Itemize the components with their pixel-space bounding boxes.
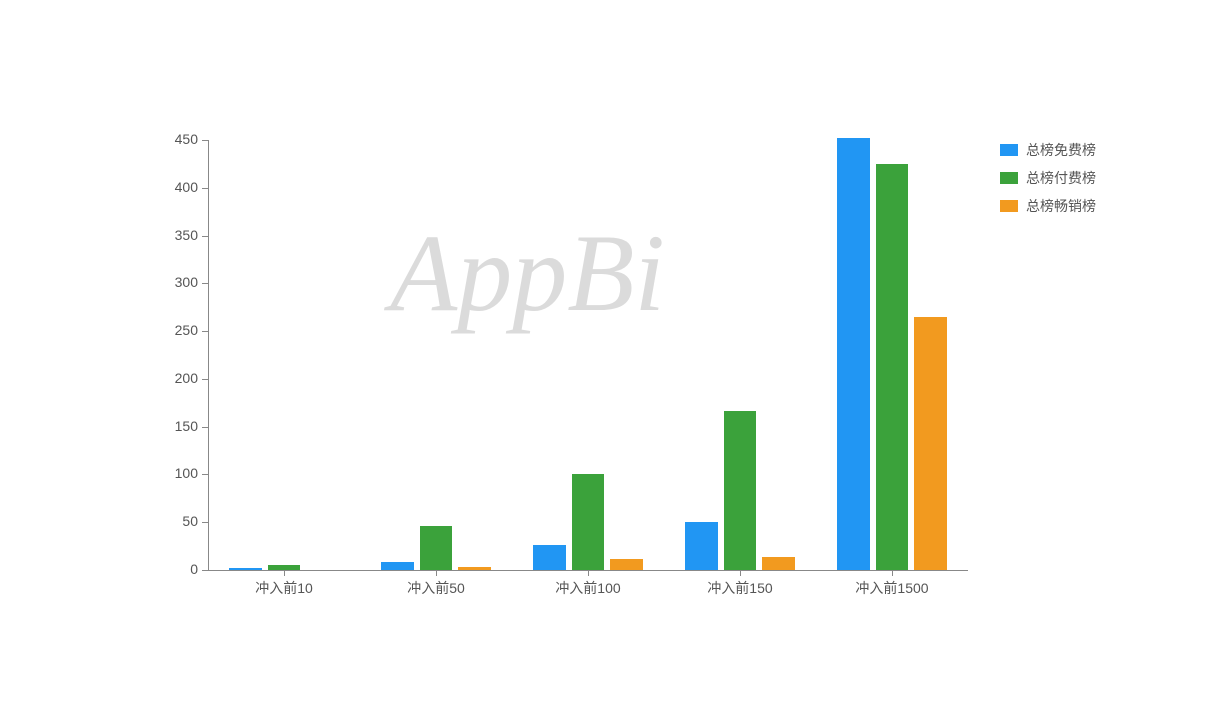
legend-label: 总榜免费榜 bbox=[1026, 140, 1096, 160]
y-tick bbox=[202, 522, 208, 523]
y-tick bbox=[202, 331, 208, 332]
legend: 总榜免费榜总榜付费榜总榜畅销榜 bbox=[1000, 140, 1096, 224]
x-tick bbox=[892, 570, 893, 576]
y-tick bbox=[202, 570, 208, 571]
bar bbox=[685, 522, 717, 570]
y-tick-label: 450 bbox=[158, 131, 198, 147]
chart-stage: AppBi 总榜免费榜总榜付费榜总榜畅销榜 050100150200250300… bbox=[0, 0, 1205, 701]
y-tick-label: 50 bbox=[158, 513, 198, 529]
y-tick bbox=[202, 140, 208, 141]
legend-item: 总榜付费榜 bbox=[1000, 168, 1096, 188]
y-tick-label: 400 bbox=[158, 179, 198, 195]
y-tick bbox=[202, 379, 208, 380]
bar bbox=[381, 562, 413, 570]
y-tick bbox=[202, 427, 208, 428]
bar bbox=[268, 565, 300, 570]
bar bbox=[876, 164, 908, 570]
y-tick-label: 300 bbox=[158, 274, 198, 290]
legend-swatch bbox=[1000, 144, 1018, 156]
y-tick-label: 200 bbox=[158, 370, 198, 386]
y-tick-label: 250 bbox=[158, 322, 198, 338]
legend-label: 总榜畅销榜 bbox=[1026, 196, 1096, 216]
bar bbox=[572, 474, 604, 570]
legend-swatch bbox=[1000, 172, 1018, 184]
y-tick-label: 150 bbox=[158, 418, 198, 434]
legend-item: 总榜畅销榜 bbox=[1000, 196, 1096, 216]
bar bbox=[420, 526, 452, 570]
bar bbox=[229, 568, 261, 570]
bar bbox=[762, 557, 794, 570]
bar bbox=[458, 567, 490, 570]
legend-swatch bbox=[1000, 200, 1018, 212]
y-tick bbox=[202, 283, 208, 284]
bar bbox=[837, 138, 869, 570]
x-tick bbox=[284, 570, 285, 576]
x-tick-label: 冲入前150 bbox=[664, 578, 816, 598]
bar bbox=[914, 317, 946, 570]
y-tick-label: 0 bbox=[158, 561, 198, 577]
legend-item: 总榜免费榜 bbox=[1000, 140, 1096, 160]
x-tick bbox=[740, 570, 741, 576]
bar bbox=[610, 559, 642, 570]
x-tick bbox=[436, 570, 437, 576]
bar bbox=[533, 545, 565, 570]
y-tick bbox=[202, 188, 208, 189]
x-tick bbox=[588, 570, 589, 576]
y-tick bbox=[202, 474, 208, 475]
y-tick bbox=[202, 236, 208, 237]
bar bbox=[724, 411, 756, 570]
y-tick-label: 350 bbox=[158, 227, 198, 243]
x-tick-label: 冲入前100 bbox=[512, 578, 664, 598]
y-axis-line bbox=[208, 140, 209, 570]
legend-label: 总榜付费榜 bbox=[1026, 168, 1096, 188]
x-tick-label: 冲入前10 bbox=[208, 578, 360, 598]
y-tick-label: 100 bbox=[158, 465, 198, 481]
x-tick-label: 冲入前50 bbox=[360, 578, 512, 598]
x-tick-label: 冲入前1500 bbox=[816, 578, 968, 598]
